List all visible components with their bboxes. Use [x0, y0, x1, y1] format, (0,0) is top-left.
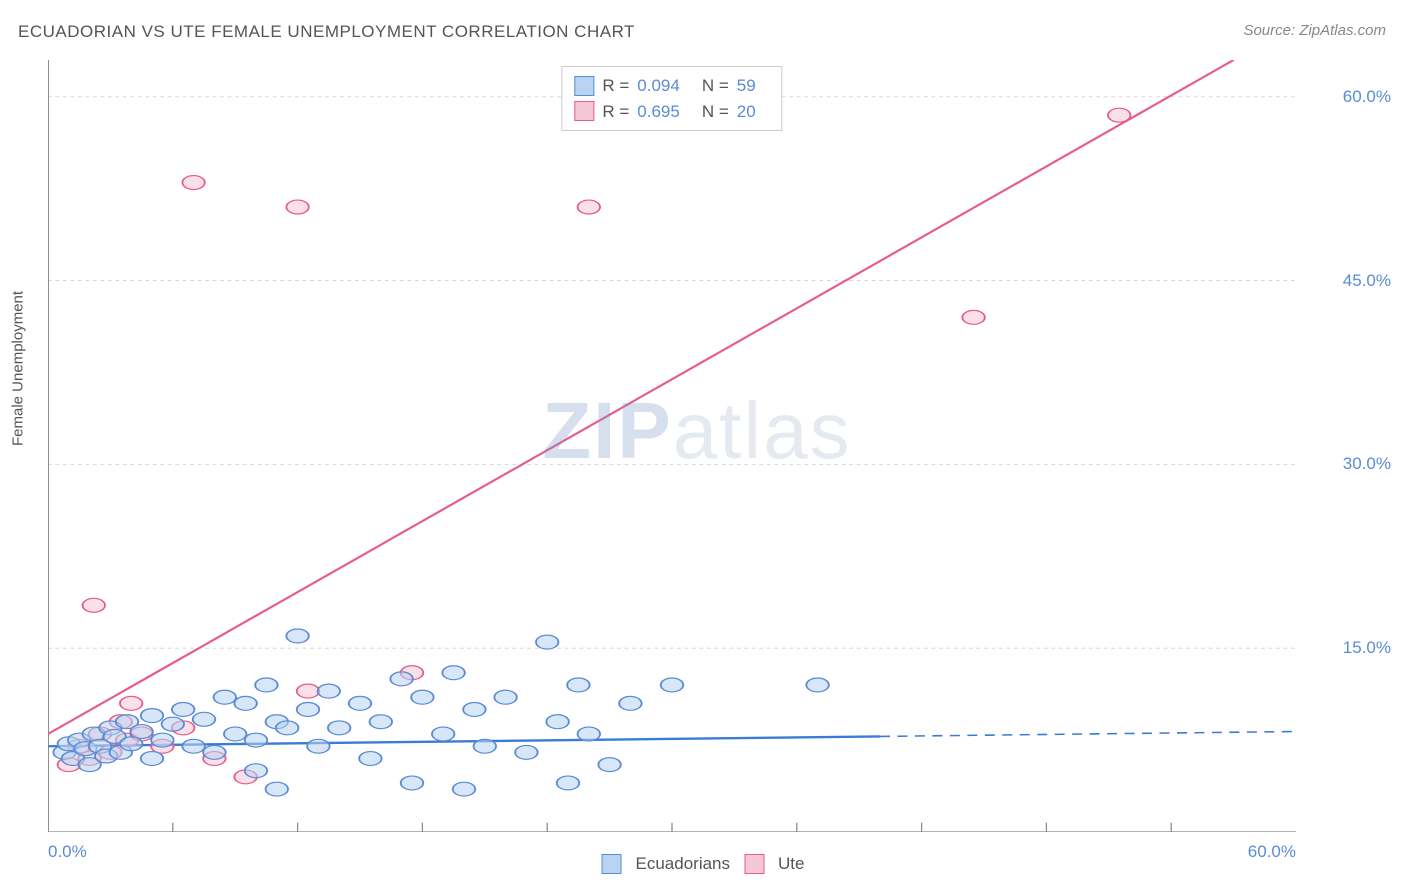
r-value-ute: 0.695 — [637, 99, 680, 125]
r-label: R = — [602, 73, 629, 99]
y-axis-label: Female Unemployment — [10, 291, 27, 446]
r-label: R = — [602, 99, 629, 125]
legend-swatch-ecuadorians — [602, 854, 622, 874]
legend-swatch-ute — [744, 854, 764, 874]
legend-label-ecuadorians: Ecuadorians — [636, 854, 731, 874]
y-tick-label: 15.0% — [1311, 638, 1391, 658]
n-value-ecuadorians: 59 — [737, 73, 756, 99]
chart-title: ECUADORIAN VS UTE FEMALE UNEMPLOYMENT CO… — [18, 22, 635, 42]
chart-container: ECUADORIAN VS UTE FEMALE UNEMPLOYMENT CO… — [0, 0, 1406, 892]
n-label: N = — [702, 99, 729, 125]
x-tick-min: 0.0% — [48, 842, 87, 862]
y-tick-label: 30.0% — [1311, 454, 1391, 474]
plot-area: ZIPatlas 15.0%30.0%45.0%60.0% 0.0% 60.0%… — [48, 60, 1296, 832]
r-value-ecuadorians: 0.094 — [637, 73, 680, 99]
correlation-stats-box: R = 0.094 N = 59 R = 0.695 N = 20 — [561, 66, 782, 131]
source-attribution: Source: ZipAtlas.com — [1243, 22, 1386, 39]
bottom-legend: Ecuadorians Ute — [602, 854, 805, 874]
scatter-plot-svg — [48, 60, 1296, 832]
y-tick-label: 60.0% — [1311, 87, 1391, 107]
legend-label-ute: Ute — [778, 854, 804, 874]
swatch-ecuadorians — [574, 76, 594, 96]
n-label: N = — [702, 73, 729, 99]
stats-row-ecuadorians: R = 0.094 N = 59 — [574, 73, 769, 99]
n-value-ute: 20 — [737, 99, 756, 125]
y-tick-label: 45.0% — [1311, 271, 1391, 291]
swatch-ute — [574, 101, 594, 121]
x-tick-max: 60.0% — [1248, 842, 1296, 862]
stats-row-ute: R = 0.695 N = 20 — [574, 99, 769, 125]
